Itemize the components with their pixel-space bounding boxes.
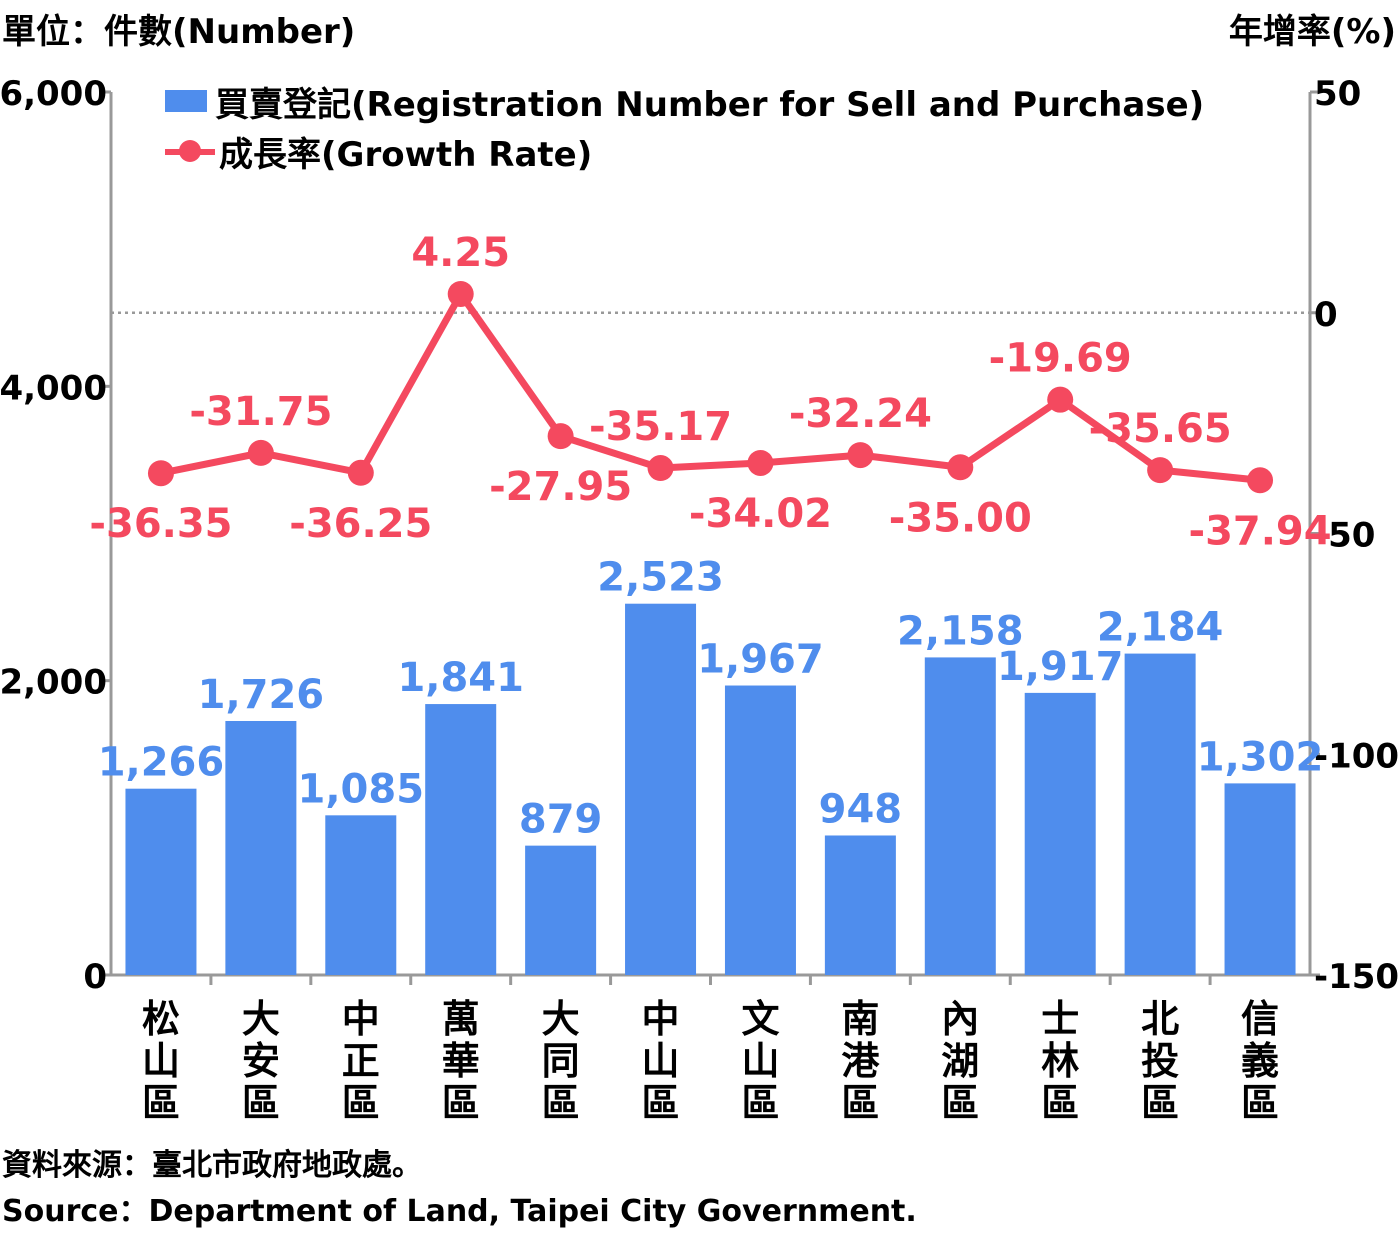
right-axis-tick-label: 50 [1314, 74, 1361, 114]
legend-item-bar: 買賣登記(Registration Number for Sell and Pu… [165, 76, 1204, 126]
bar [525, 845, 597, 975]
growth-rate-point [947, 454, 974, 481]
right-axis-tick-label: 0 [1314, 295, 1338, 335]
growth-rate-label: -35.65 [1089, 406, 1232, 452]
legend-line-swatch [165, 140, 215, 162]
growth-rate-label: -36.25 [289, 501, 432, 547]
right-axis-unit-label: 年增率(%) [1228, 12, 1396, 52]
growth-rate-label: 4.25 [411, 230, 510, 276]
bar-value-label: 1,302 [1197, 734, 1324, 780]
growth-rate-point [547, 423, 574, 450]
bar [1024, 692, 1096, 975]
growth-rate-point [247, 439, 274, 466]
x-axis-category-label: 信義區 [1241, 997, 1279, 1125]
x-axis-category-label: 萬華區 [442, 997, 480, 1125]
bar-value-label: 1,726 [198, 672, 325, 718]
growth-rate-point [147, 460, 174, 487]
bar [1124, 653, 1196, 975]
bar-value-label: 1,085 [298, 766, 425, 812]
bar-value-label: 1,967 [697, 637, 824, 683]
legend-bar-label: 買賣登記(Registration Number for Sell and Pu… [215, 84, 1205, 125]
growth-rate-line [160, 290, 1261, 484]
growth-rate-label: -19.69 [989, 336, 1132, 382]
growth-rate-label: -36.35 [89, 501, 232, 547]
growth-rate-label: -34.02 [689, 491, 832, 537]
growth-rate-point [647, 455, 674, 482]
x-axis-category-label: 士林區 [1041, 997, 1079, 1125]
x-axis-category-label: 中山區 [642, 997, 680, 1125]
source-note-en: Source：Department of Land, Taipei City G… [2, 1194, 917, 1229]
right-axis-tick-label: -150 [1314, 957, 1398, 997]
bar-value-label: 1,917 [997, 644, 1124, 690]
left-axis-tick-label: 4,000 [0, 368, 107, 408]
bar-value-label: 2,158 [897, 608, 1024, 654]
bar-value-label: 879 [519, 797, 603, 843]
growth-rate-point [847, 442, 874, 469]
growth-rate-label: -32.24 [789, 391, 932, 437]
legend: 買賣登記(Registration Number for Sell and Pu… [165, 76, 1204, 176]
x-axis-category-label: 大安區 [242, 997, 280, 1125]
growth-rate-label: -35.17 [589, 404, 732, 450]
growth-rate-label: -37.94 [1188, 508, 1331, 554]
right-axis-tick-label: -50 [1314, 516, 1375, 556]
bar-value-label: 2,523 [597, 555, 724, 601]
legend-line-label: 成長率(Growth Rate) [219, 134, 593, 175]
left-axis-unit-label: 單位：件數(Number) [2, 12, 356, 52]
growth-rate-point [447, 280, 474, 307]
growth-rate-point [1147, 457, 1174, 484]
x-axis-category-label: 內湖區 [941, 997, 979, 1125]
x-axis-category-label: 文山區 [741, 997, 779, 1125]
x-axis-category-label: 南港區 [841, 997, 880, 1125]
bar [625, 603, 697, 975]
bar-value-label: 1,266 [98, 740, 225, 786]
x-axis-category-label: 北投區 [1141, 997, 1179, 1125]
bar [325, 815, 397, 975]
legend-item-line: 成長率(Growth Rate) [165, 126, 1204, 176]
growth-rate-label: -31.75 [189, 389, 332, 435]
legend-bar-swatch [165, 90, 207, 112]
bar-value-label: 2,184 [1097, 605, 1224, 651]
source-note-zh: 資料來源：臺北市政府地政處。 [2, 1148, 422, 1183]
bar-value-label: 948 [819, 786, 903, 832]
growth-rate-label: -35.00 [889, 495, 1032, 541]
x-axis-category-label: 大同區 [542, 997, 580, 1125]
bar [1224, 783, 1296, 975]
growth-rate-point [1047, 386, 1074, 413]
right-axis-tick-label: -100 [1314, 736, 1398, 776]
growth-rate-point [1247, 467, 1274, 494]
bar [724, 685, 796, 975]
x-axis-category-label: 松山區 [142, 997, 180, 1125]
growth-rate-point [347, 459, 374, 486]
bar [425, 704, 497, 975]
bar-value-label: 1,841 [397, 655, 524, 701]
bar [824, 835, 896, 975]
x-axis-category-label: 中正區 [342, 997, 380, 1125]
left-axis-tick-label: 6,000 [0, 74, 107, 114]
bar [225, 720, 297, 975]
bar [125, 788, 197, 975]
growth-rate-point [747, 449, 774, 476]
left-axis-tick-label: 2,000 [0, 663, 107, 703]
left-axis-tick-label: 0 [83, 957, 107, 997]
bar [924, 657, 996, 975]
growth-rate-label: -27.95 [489, 464, 632, 510]
